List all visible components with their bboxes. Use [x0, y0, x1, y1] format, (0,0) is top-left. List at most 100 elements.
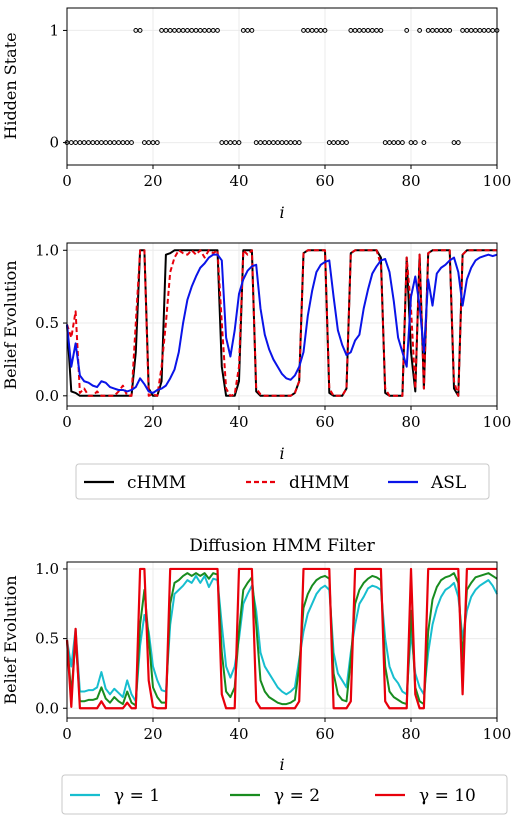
x-tick-label: 80: [401, 413, 420, 431]
y-tick-label: 1: [49, 21, 59, 39]
hidden-state-point: [103, 140, 109, 145]
legend: γ = 1 γ = 2 γ = 10: [61, 774, 508, 815]
hidden-state-point: [486, 28, 491, 33]
x-tick-label: 40: [229, 172, 248, 190]
hidden-state-point: [292, 140, 298, 145]
y-tick-label: 0.0: [35, 387, 59, 405]
hidden-state-point: [124, 140, 130, 145]
axis-ticks: 0 20 40 60 80 100 0.0 0.5 1.0: [35, 241, 511, 431]
hidden-state-point: [412, 140, 418, 145]
x-tick-label: 100: [483, 725, 512, 743]
hidden-state-point: [137, 28, 143, 33]
hidden-state-point: [335, 140, 341, 145]
plot-area: [64, 28, 500, 145]
hidden-state-point: [357, 28, 362, 33]
hidden-state-point: [314, 28, 319, 33]
legend-label: dHMM: [289, 473, 350, 493]
hidden-state-point: [400, 140, 405, 145]
hidden-state-point: [129, 140, 134, 145]
hidden-state-point: [464, 28, 470, 33]
axes-frame: [66, 242, 498, 407]
x-tick-label: 20: [143, 413, 162, 431]
x-tick-label: 20: [143, 725, 162, 743]
y-tick-label: 0.0: [35, 699, 59, 717]
x-tick-label: 60: [315, 172, 334, 190]
x-tick-label: 0: [62, 172, 72, 190]
legend-label: ASL: [430, 473, 466, 493]
hidden-state-point: [305, 28, 311, 33]
x-tick-label: 40: [229, 413, 248, 431]
hidden-state-point: [443, 28, 448, 33]
panel-hidden-state: 0 20 40 60 80 100 0 1 Hidden State i: [1, 7, 511, 222]
y-axis-label: Belief Evolution: [1, 575, 20, 704]
y-axis-label: Hidden State: [1, 32, 20, 139]
y-tick-label: 1.0: [35, 560, 59, 578]
hidden-state-point: [455, 140, 461, 145]
hidden-state-point: [404, 28, 410, 33]
hidden-state-point: [296, 140, 302, 145]
series-line-1: [66, 572, 498, 707]
panel-diffusion-hmm: Diffusion HMM Filter 0 20 40 60 80 100 0.0 0.5 1…: [1, 536, 511, 815]
x-tick-label: 80: [401, 725, 420, 743]
x-tick-label: 40: [229, 725, 248, 743]
legend-label: γ = 1: [114, 786, 160, 806]
x-tick-label: 0: [62, 725, 72, 743]
hidden-state-point: [447, 28, 453, 33]
axis-ticks: 0 20 40 60 80 100 0 1: [49, 21, 511, 190]
axis-ticks: 0 20 40 60 80 100 0.0 0.5 1.0: [35, 560, 511, 743]
hidden-state-point: [391, 140, 397, 145]
hidden-state-point: [434, 28, 440, 33]
hidden-state-point: [348, 28, 354, 33]
y-axis-label: Belief Evolution: [1, 260, 20, 389]
y-tick-label: 1.0: [35, 241, 59, 259]
x-tick-label: 100: [483, 172, 512, 190]
plot-area: [65, 567, 498, 710]
hidden-state-point: [86, 140, 91, 145]
hidden-state-point: [81, 140, 87, 145]
series-line-2: [66, 253, 498, 394]
x-tick-label: 0: [62, 413, 72, 431]
legend-label: γ = 2: [274, 786, 320, 806]
grid: [66, 8, 498, 165]
hidden-state-point: [326, 140, 332, 145]
axes-frame: [66, 7, 498, 166]
hidden-state-point: [236, 140, 242, 145]
hidden-state-point: [116, 140, 121, 145]
series-line-2: [65, 567, 497, 710]
x-tick-label: 60: [315, 725, 334, 743]
axes-frame: [66, 561, 498, 719]
hidden-state-point: [421, 140, 427, 145]
x-tick-label: 80: [401, 172, 420, 190]
panel-belief-evolution: 0 20 40 60 80 100 0.0 0.5 1.0 Belief Evolution i…: [1, 241, 511, 500]
hidden-state-point: [417, 28, 423, 33]
x-tick-label: 100: [483, 413, 512, 431]
legend: cHMM dHMM ASL: [75, 463, 490, 500]
hidden-state-point: [94, 140, 100, 145]
plot-area: [66, 249, 498, 397]
hidden-state-point: [344, 140, 349, 145]
hidden-state-point: [249, 28, 255, 33]
hidden-state-point: [262, 140, 268, 145]
hidden-state-point: [73, 140, 78, 145]
y-tick-label: 0.5: [35, 314, 59, 332]
x-tick-label: 20: [143, 172, 162, 190]
hidden-state-point: [215, 28, 220, 33]
chart-title: Diffusion HMM Filter: [189, 536, 375, 556]
x-axis-label: i: [279, 755, 284, 774]
hidden-state-point: [369, 28, 375, 33]
x-axis-label: i: [279, 444, 284, 463]
legend-label: γ = 10: [419, 786, 476, 806]
hidden-state-point: [378, 28, 384, 33]
legend-label: cHMM: [127, 473, 186, 493]
x-tick-label: 60: [315, 413, 334, 431]
hidden-state-point: [154, 140, 160, 145]
hidden-state-point: [271, 140, 276, 145]
hidden-state-point: [322, 28, 328, 33]
hidden-state-point: [477, 28, 483, 33]
hidden-state-point: [283, 140, 289, 145]
x-axis-label: i: [279, 203, 284, 222]
y-tick-label: 0: [49, 134, 59, 152]
hidden-state-point: [107, 140, 113, 145]
y-tick-label: 0.5: [35, 630, 59, 648]
